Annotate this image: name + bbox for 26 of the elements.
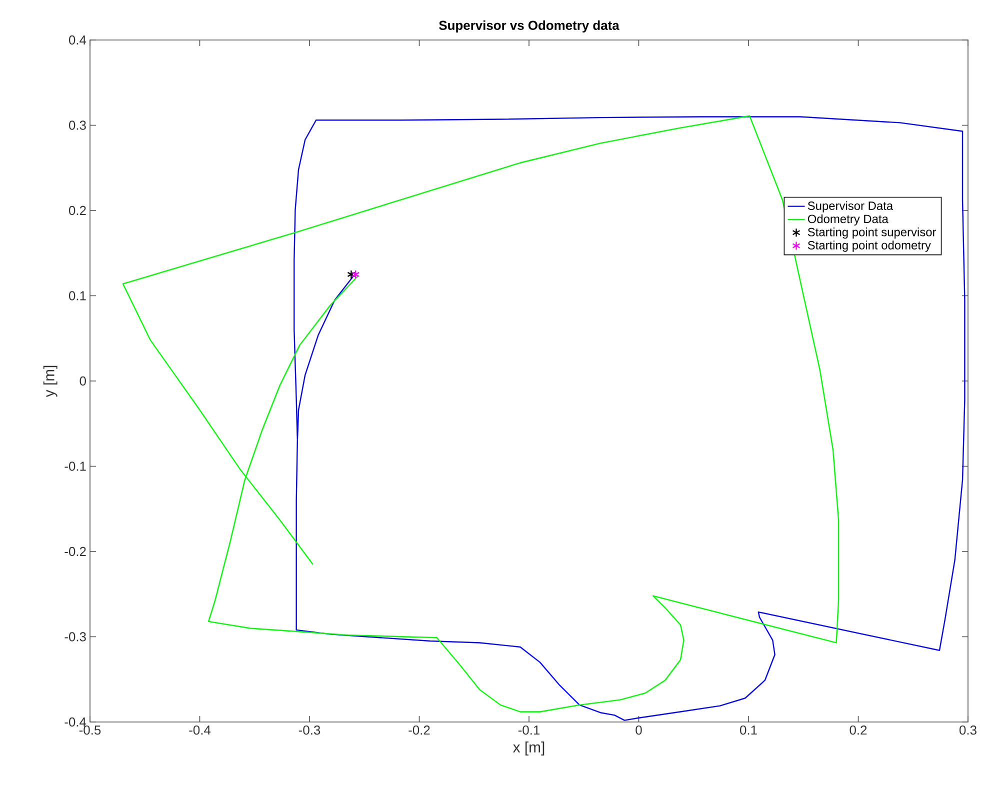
x-tick-label: -0.3 — [298, 726, 320, 735]
y-tick-label: -0.1 — [64, 462, 86, 471]
y-tick-label: 0 — [80, 376, 86, 386]
legend-label: Starting point supervisor — [808, 228, 936, 239]
line-series — [294, 116, 966, 721]
x-tick-label: 0.2 — [850, 726, 867, 735]
x-tick-label: 0.3 — [960, 726, 976, 735]
x-tick-label: -0.2 — [408, 726, 430, 735]
x-tick-label: 0 — [636, 726, 642, 735]
y-axis-title: y [m] — [43, 366, 58, 398]
y-tick-label: -0.2 — [64, 546, 86, 556]
chart-title: Supervisor vs Odometry data — [439, 20, 620, 33]
y-tick-label: 0.1 — [68, 291, 86, 300]
y-tick-label: -0.3 — [64, 632, 86, 642]
y-tick-label: -0.4 — [64, 717, 86, 727]
legend-label: Starting point odometry — [808, 240, 931, 252]
x-tick-label: -0.5 — [79, 726, 101, 735]
x-tick-label: -0.1 — [518, 726, 540, 735]
y-tick-label: 0.4 — [68, 35, 86, 45]
x-axis-title: x [m] — [512, 742, 544, 756]
x-tick-label: -0.4 — [189, 726, 211, 735]
y-tick-label: 0.2 — [68, 206, 86, 216]
y-tick-label: 0.3 — [68, 120, 86, 130]
x-tick-label: 0.1 — [740, 726, 757, 735]
legend-label: Odometry Data — [808, 214, 888, 226]
legend-label: Supervisor Data — [808, 201, 894, 212]
